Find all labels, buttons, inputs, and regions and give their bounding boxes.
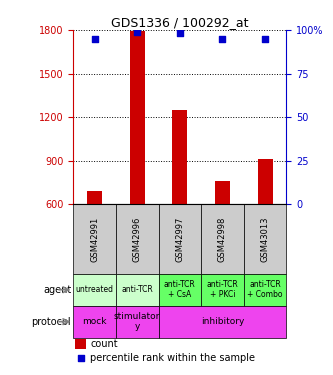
Point <box>177 30 182 36</box>
FancyBboxPatch shape <box>159 274 201 306</box>
FancyBboxPatch shape <box>244 204 286 274</box>
Bar <box>215 181 230 204</box>
Text: GSM43013: GSM43013 <box>260 216 270 262</box>
Text: GSM42996: GSM42996 <box>133 216 142 262</box>
Bar <box>172 110 187 204</box>
Point <box>262 36 268 42</box>
Text: count: count <box>90 339 118 350</box>
Point <box>78 355 83 361</box>
Text: untreated: untreated <box>76 285 114 294</box>
Text: GSM42998: GSM42998 <box>218 216 227 262</box>
FancyBboxPatch shape <box>73 274 116 306</box>
Title: GDS1336 / 100292_at: GDS1336 / 100292_at <box>111 16 248 29</box>
FancyBboxPatch shape <box>73 306 116 338</box>
FancyBboxPatch shape <box>159 306 286 338</box>
Text: GSM42997: GSM42997 <box>175 216 184 262</box>
Text: inhibitory: inhibitory <box>201 317 244 326</box>
FancyBboxPatch shape <box>159 204 201 274</box>
Text: agent: agent <box>43 285 71 295</box>
Bar <box>258 159 272 204</box>
FancyBboxPatch shape <box>116 204 159 274</box>
Text: anti-TCR
+ Combo: anti-TCR + Combo <box>247 280 283 300</box>
Point <box>220 36 225 42</box>
Text: stimulator
y: stimulator y <box>114 312 161 332</box>
Bar <box>75 339 86 350</box>
Text: mock: mock <box>82 317 107 326</box>
Text: anti-TCR
+ CsA: anti-TCR + CsA <box>164 280 196 300</box>
Text: anti-TCR: anti-TCR <box>121 285 153 294</box>
FancyBboxPatch shape <box>116 306 159 338</box>
FancyBboxPatch shape <box>244 274 286 306</box>
Text: anti-TCR
+ PKCi: anti-TCR + PKCi <box>206 280 238 300</box>
Text: GSM42991: GSM42991 <box>90 216 99 262</box>
FancyBboxPatch shape <box>73 204 116 274</box>
Text: protocol: protocol <box>32 316 71 327</box>
Point <box>92 36 97 42</box>
Text: percentile rank within the sample: percentile rank within the sample <box>90 353 255 363</box>
FancyBboxPatch shape <box>201 204 244 274</box>
FancyBboxPatch shape <box>201 274 244 306</box>
Point <box>135 29 140 35</box>
FancyBboxPatch shape <box>116 274 159 306</box>
Bar <box>130 32 145 204</box>
Bar <box>87 191 102 204</box>
